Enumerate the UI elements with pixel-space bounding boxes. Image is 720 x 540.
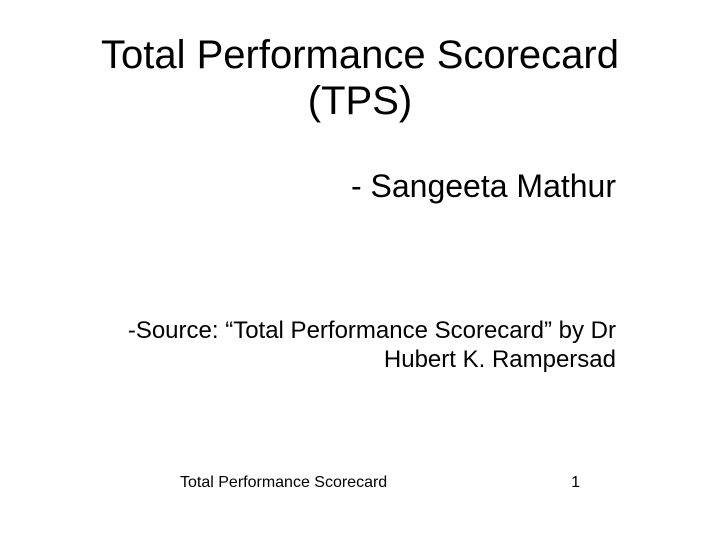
- source-line-2: Hubert K. Rampersad: [384, 346, 616, 373]
- slide: Total Performance Scorecard (TPS) - Sang…: [0, 0, 720, 540]
- title-line-2: (TPS): [308, 79, 412, 123]
- title-line-1: Total Performance Scorecard: [101, 33, 619, 77]
- source-line-1: -Source: “Total Performance Scorecard” b…: [128, 317, 616, 344]
- slide-footer: Total Performance Scorecard 1: [0, 474, 720, 492]
- slide-source: -Source: “Total Performance Scorecard” b…: [48, 317, 672, 375]
- page-number: 1: [571, 474, 580, 492]
- footer-text: Total Performance Scorecard: [180, 474, 387, 492]
- slide-title: Total Performance Scorecard (TPS): [48, 32, 672, 124]
- slide-subtitle: - Sangeeta Mathur: [48, 168, 672, 205]
